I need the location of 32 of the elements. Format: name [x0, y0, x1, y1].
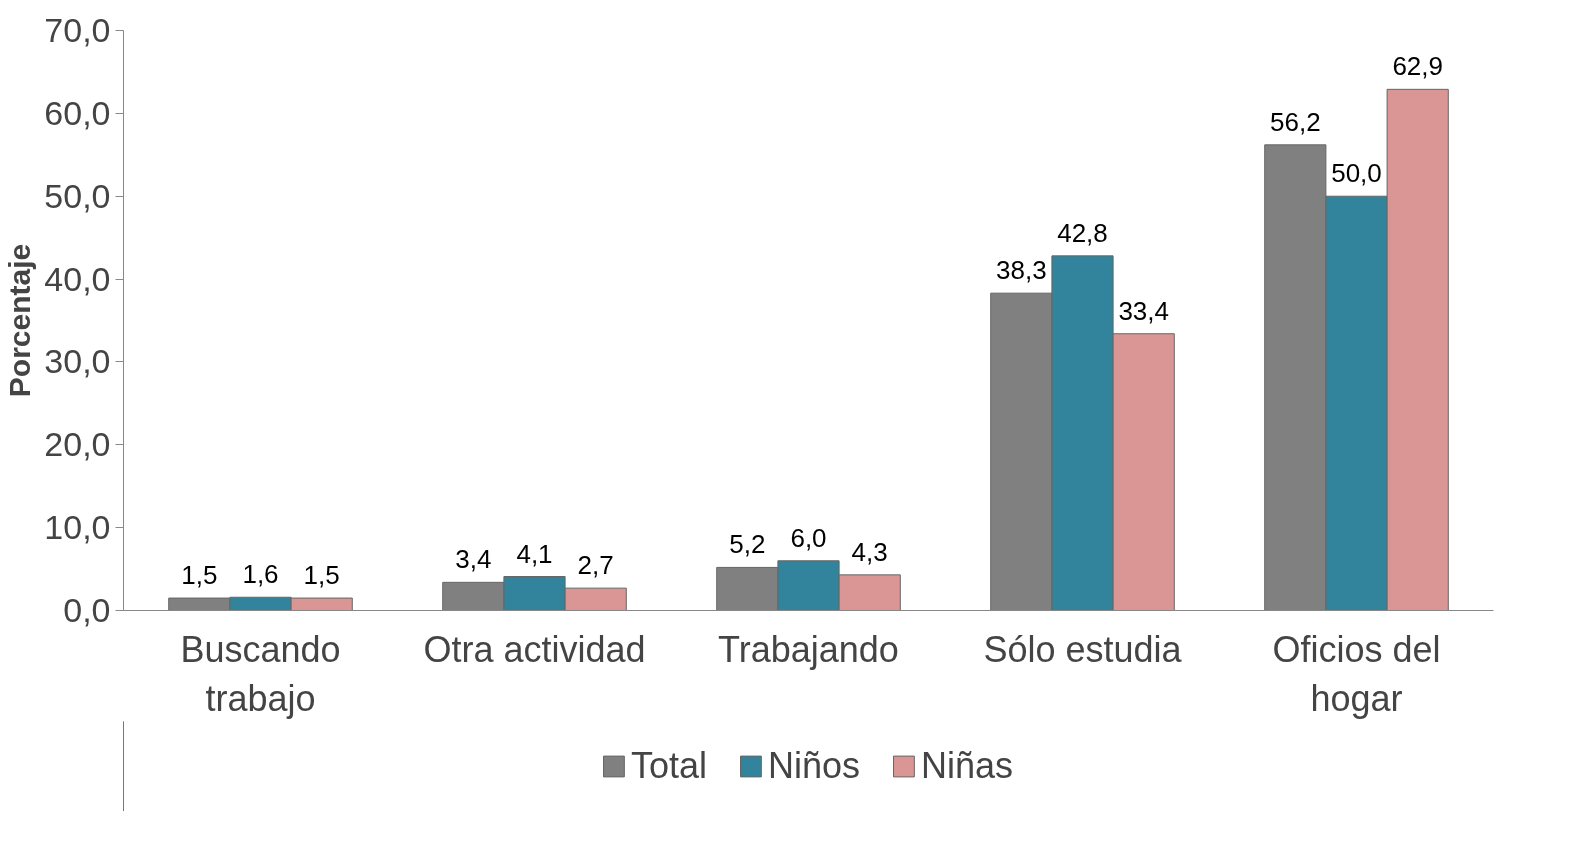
y-tick-label: 30,0: [44, 342, 111, 381]
data-label: 1,5: [303, 560, 340, 591]
data-label: 4,1: [516, 538, 553, 569]
y-tick-label: 70,0: [44, 11, 111, 49]
data-label: 4,3: [851, 536, 888, 567]
x-tick-label: Buscando trabajo: [180, 628, 341, 719]
data-label: 2,7: [577, 550, 614, 581]
y-tick-label: 50,0: [44, 176, 111, 215]
legend-label: Niños: [767, 745, 861, 787]
data-label: 3,4: [455, 544, 492, 575]
data-label: 33,4: [1118, 295, 1169, 326]
y-tick-label: 40,0: [44, 259, 111, 298]
legend-label: Total: [630, 745, 707, 787]
data-label: 38,3: [996, 255, 1047, 286]
x-tick-label: Sólo estudia: [983, 628, 1183, 670]
x-tick-label: Oficios del hogar: [1272, 628, 1441, 719]
legend-label: Niñas: [921, 745, 1014, 787]
data-label: 5,2: [729, 529, 766, 560]
y-tick-label: 0,0: [63, 591, 111, 629]
y-tick-label: 10,0: [44, 508, 111, 547]
data-label: 42,8: [1057, 217, 1108, 248]
data-label: 1,6: [242, 559, 279, 590]
data-label: 62,9: [1392, 51, 1443, 82]
data-label: 50,0: [1331, 158, 1382, 189]
y-axis-title: Porcentaje: [3, 243, 37, 398]
x-tick-label: Otra actividad: [423, 628, 646, 670]
data-label: 6,0: [790, 522, 827, 553]
y-tick-label: 60,0: [44, 93, 111, 132]
data-label: 56,2: [1270, 106, 1321, 137]
data-label: 1,5: [181, 560, 218, 591]
x-tick-label: Trabajando: [718, 628, 899, 670]
y-tick-label: 20,0: [44, 425, 111, 464]
